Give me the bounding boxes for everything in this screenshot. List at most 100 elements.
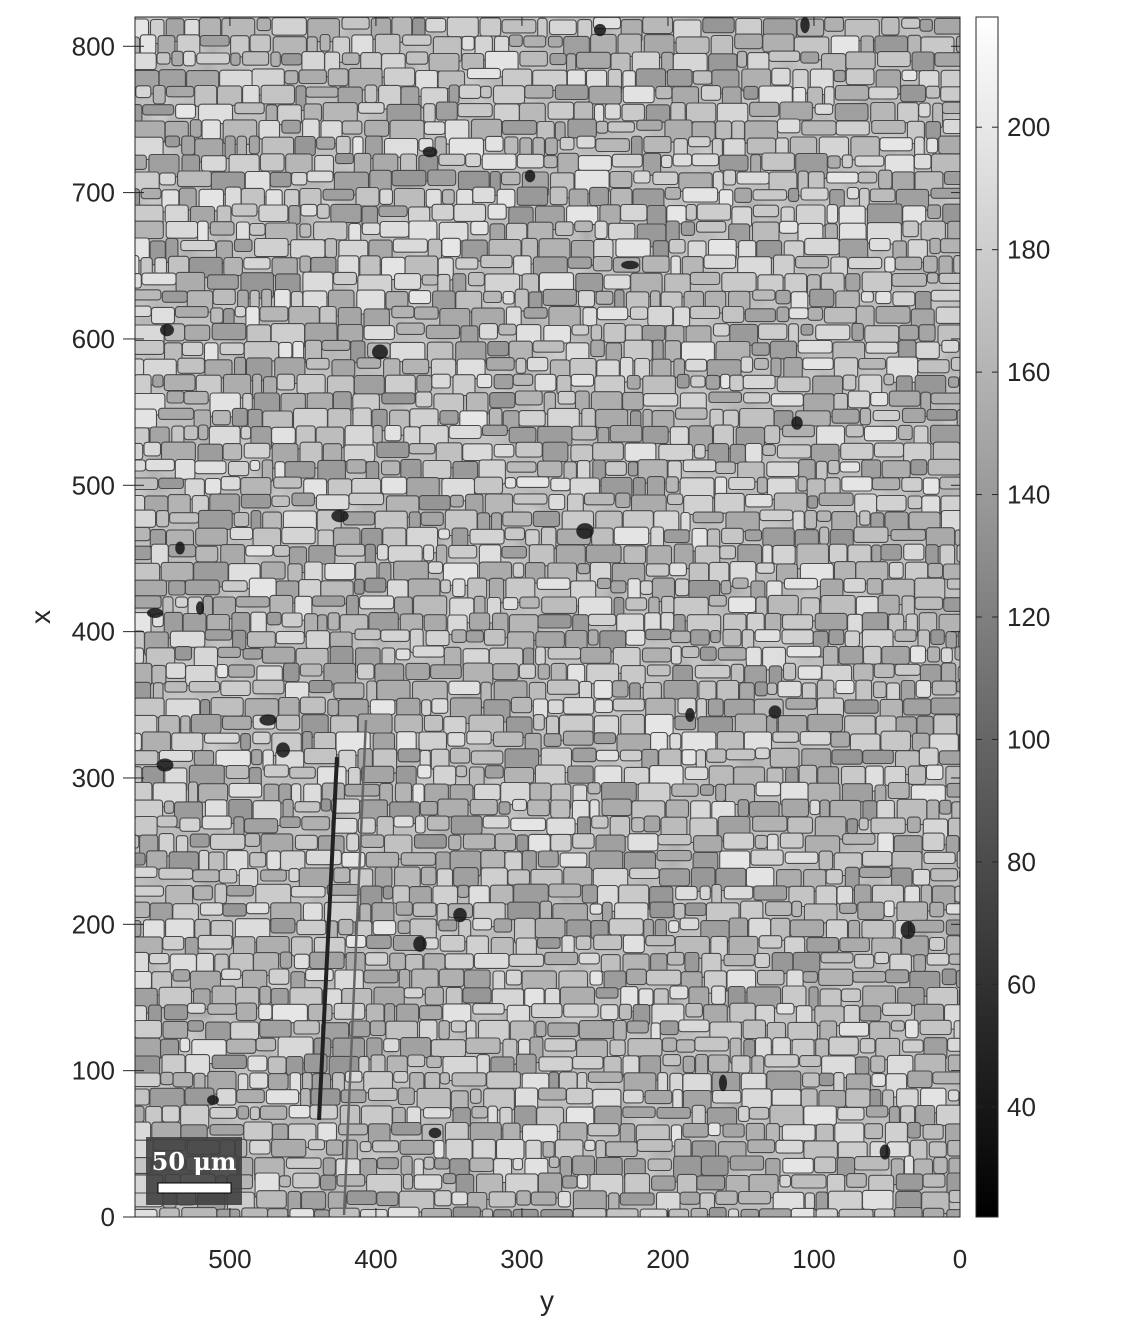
grain-cell (249, 852, 267, 868)
grain-cell (198, 849, 210, 874)
grain-cell (772, 731, 799, 743)
grain-cell (480, 850, 506, 869)
grain-cell (797, 339, 833, 354)
grain-cell (372, 1140, 400, 1153)
grain-cell (523, 307, 548, 319)
grain-cell (182, 50, 196, 67)
grain-cell (438, 153, 466, 166)
grain-cell (254, 237, 289, 258)
grain-cell (939, 799, 952, 815)
grain-cell (515, 441, 543, 458)
grain-cell (854, 1156, 890, 1171)
grain-cell (141, 272, 177, 286)
grain-cell (873, 442, 905, 458)
grain-cell (380, 629, 410, 642)
grain-cell (681, 749, 697, 766)
grain-cell (595, 1139, 607, 1159)
grain-cell (306, 170, 334, 183)
grain-cell (493, 918, 513, 933)
grain-cell (420, 866, 437, 886)
grain-cell (676, 373, 690, 389)
grain-cell (842, 374, 857, 391)
grain-cell (710, 629, 721, 644)
grain-cell (658, 443, 694, 461)
grain-cell (495, 1138, 525, 1160)
grain-cell (740, 1072, 767, 1092)
grain-cell (421, 1207, 452, 1217)
grain-cell (642, 425, 669, 445)
grain-cell (730, 663, 745, 684)
grain-cell (289, 1208, 315, 1217)
grain-cell (269, 171, 292, 188)
grain-cell (374, 33, 401, 55)
grain-cell (685, 358, 708, 372)
scale-bar-label: 50 μm (152, 1147, 237, 1176)
grain-cell (494, 833, 517, 852)
grain-cell (197, 220, 209, 244)
grain-cell (601, 781, 637, 802)
grain-cell (593, 680, 613, 699)
grain-cell (781, 798, 810, 818)
grain-cell (372, 153, 399, 173)
grain-cell (647, 305, 674, 327)
grain-cell (330, 203, 362, 224)
grain-cell (392, 885, 410, 905)
grain-cell (442, 1003, 472, 1023)
grain-cell (550, 799, 571, 819)
grain-cell (666, 493, 684, 506)
grain-cell (247, 1055, 268, 1072)
grain-cell (135, 374, 152, 397)
grain-cell (174, 306, 209, 318)
grain-cell (151, 1121, 182, 1141)
grain-cell (941, 339, 960, 353)
grain-cell (827, 155, 841, 169)
grain-cell (135, 1088, 150, 1106)
pore (372, 344, 388, 360)
grain-cell (787, 816, 814, 834)
grain-cell (537, 460, 563, 478)
grain-cell (920, 36, 955, 55)
grain-cell (853, 526, 889, 543)
grain-cell (135, 750, 159, 766)
grain-cell (501, 120, 538, 135)
grain-cell (632, 477, 646, 498)
grain-cell (543, 155, 558, 169)
grain-cell (448, 544, 478, 559)
grain-cell (958, 733, 960, 757)
grain-cell (245, 902, 270, 915)
grain-cell (521, 1124, 558, 1143)
grain-cell (498, 801, 511, 815)
grain-cell (956, 850, 960, 869)
grain-cell (879, 137, 913, 152)
grain-cell (294, 135, 316, 157)
grain-cell (864, 1123, 884, 1140)
grain-cell (872, 681, 887, 699)
grain-cell (668, 920, 680, 933)
grain-cell (135, 305, 152, 318)
grain-cell (587, 1071, 623, 1083)
grain-cell (613, 1019, 627, 1041)
grain-cell (486, 1071, 521, 1089)
grain-cell (310, 1088, 341, 1106)
grain-cell (440, 579, 451, 594)
grain-cell (402, 1173, 414, 1190)
grain-cell (605, 461, 627, 476)
grain-cell (603, 322, 626, 343)
grain-cell (215, 749, 251, 767)
grain-cell (290, 290, 304, 309)
grain-cell (901, 407, 926, 424)
grain-cell (907, 1070, 933, 1089)
grain-cell (722, 628, 742, 647)
grain-cell (263, 764, 289, 778)
grain-cell (201, 815, 232, 830)
grain-cell (818, 1072, 835, 1087)
grain-cell (901, 477, 923, 492)
grain-cell (680, 341, 715, 362)
grain-cell (379, 188, 394, 205)
grain-cell (135, 866, 158, 878)
grain-cell (942, 563, 960, 580)
grain-cell (938, 272, 960, 284)
grain-cell (651, 1175, 676, 1191)
grain-cell (164, 204, 189, 224)
grain-cell (800, 51, 820, 64)
